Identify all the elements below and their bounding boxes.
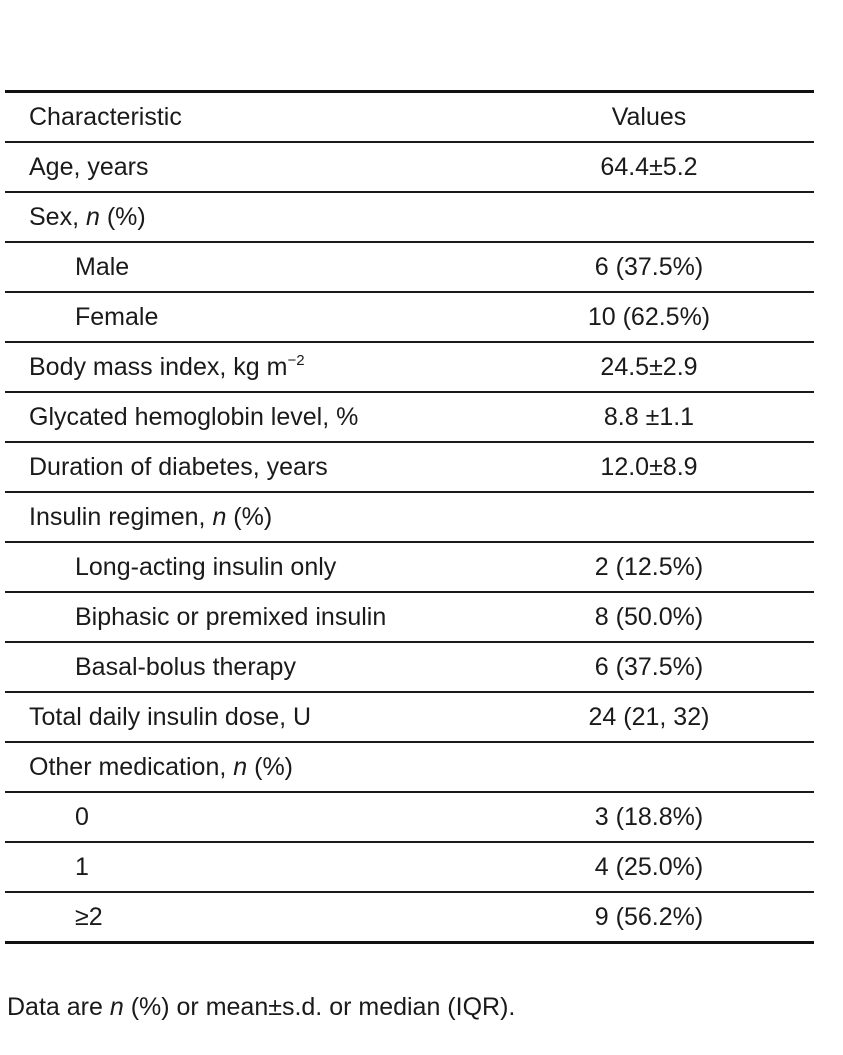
row-label: Body mass index, kg m−2: [29, 351, 305, 381]
table-row-duration: Duration of diabetes, years 12.0±8.9: [5, 443, 814, 493]
table-row-basal-bolus: Basal-bolus therapy 6 (37.5%): [5, 643, 814, 693]
table-row-male: Male 6 (37.5%): [5, 243, 814, 293]
row-value: 2 (12.5%): [594, 552, 704, 581]
row-label: Other medication, n (%): [29, 752, 293, 781]
table-row-med-0: 0 3 (18.8%): [5, 793, 814, 843]
row-label: Total daily insulin dose, U: [29, 702, 312, 731]
row-label: Duration of diabetes, years: [29, 452, 328, 481]
table-row-female: Female 10 (62.5%): [5, 293, 814, 343]
characteristics-table: Characteristic Values Age, years 64.4±5.…: [5, 90, 814, 944]
row-label: Long-acting insulin only: [75, 552, 337, 581]
row-label: Sex, n (%): [29, 202, 146, 231]
row-label: Glycated hemoglobin level, %: [29, 402, 359, 431]
row-value: 24.5±2.9: [600, 352, 698, 381]
row-label: Age, years: [29, 152, 149, 181]
row-value: 10 (62.5%): [587, 302, 711, 331]
row-value: 12.0±8.9: [600, 452, 698, 481]
row-label: Female: [75, 302, 159, 331]
row-label: Male: [75, 252, 130, 281]
table-row-med-2plus: ≥2 9 (56.2%): [5, 893, 814, 941]
row-value: 3 (18.8%): [594, 802, 704, 831]
table-row-bmi: Body mass index, kg m−2 24.5±2.9: [5, 343, 814, 393]
row-value: 8 (50.0%): [594, 602, 704, 631]
row-value: 8.8 ±1.1: [603, 402, 695, 431]
header-values: Values: [611, 102, 687, 131]
row-value: 9 (56.2%): [594, 902, 704, 931]
table-row-other-medication: Other medication, n (%): [5, 743, 814, 793]
row-label: 0: [75, 802, 89, 831]
row-label: Insulin regimen, n (%): [29, 502, 273, 531]
row-label: 1: [75, 852, 89, 881]
table-row-med-1: 1 4 (25.0%): [5, 843, 814, 893]
table-top-rule: [5, 90, 814, 93]
table-row-biphasic: Biphasic or premixed insulin 8 (50.0%): [5, 593, 814, 643]
table-row-hba1c: Glycated hemoglobin level, % 8.8 ±1.1: [5, 393, 814, 443]
row-value: 64.4±5.2: [600, 152, 698, 181]
row-label: Biphasic or premixed insulin: [75, 602, 387, 631]
table-header-row: Characteristic Values: [5, 93, 814, 143]
row-label: ≥2: [75, 902, 103, 931]
row-value: 6 (37.5%): [594, 652, 704, 681]
table-row-total-dose: Total daily insulin dose, U 24 (21, 32): [5, 693, 814, 743]
row-value: 4 (25.0%): [594, 852, 704, 881]
header-characteristic: Characteristic: [29, 102, 182, 131]
row-value: 6 (37.5%): [594, 252, 704, 281]
table-row-age: Age, years 64.4±5.2: [5, 143, 814, 193]
table-row-long-acting: Long-acting insulin only 2 (12.5%): [5, 543, 814, 593]
row-label: Basal-bolus therapy: [75, 652, 296, 681]
table-bottom-rule: [5, 941, 814, 944]
table-row-sex: Sex, n (%): [5, 193, 814, 243]
table-footnote: Data are n (%) or mean±s.d. or median (I…: [7, 993, 516, 1021]
table-row-insulin-regimen: Insulin regimen, n (%): [5, 493, 814, 543]
row-value: 24 (21, 32): [588, 702, 710, 731]
